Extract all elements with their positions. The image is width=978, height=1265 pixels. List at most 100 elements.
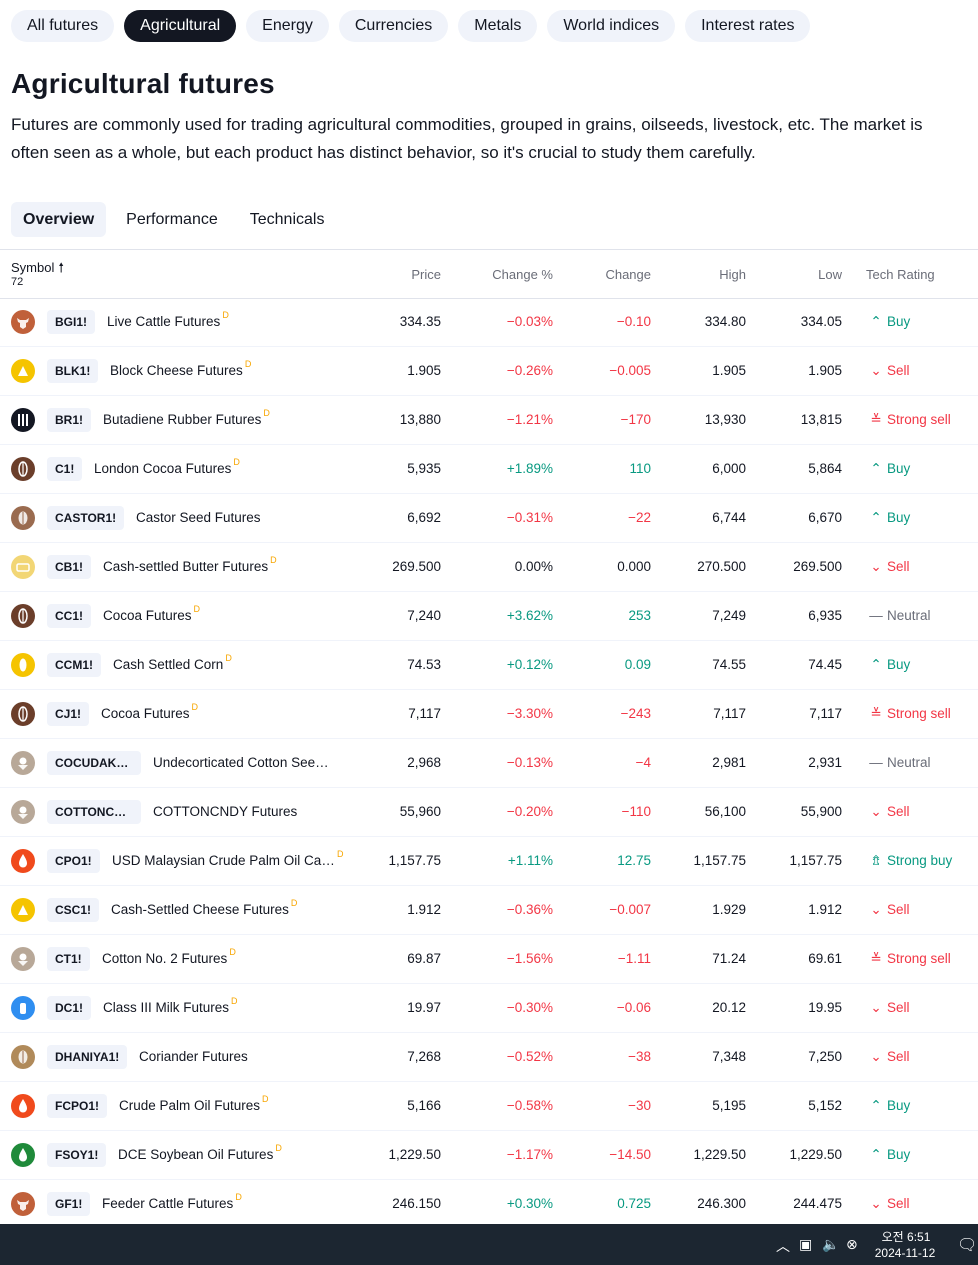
table-row[interactable]: C1! London Cocoa Futures D 5,935 +1.89% 110 6,… (0, 445, 978, 494)
instrument-name-cell[interactable]: London Cocoa Futures D (94, 445, 240, 493)
cell-high: 2,981 (712, 755, 746, 770)
instrument-name-cell[interactable]: COTTONCNDY Futures (153, 788, 297, 836)
ticker-badge[interactable]: CT1! (47, 947, 90, 971)
cell-change: −110 (621, 804, 651, 819)
chip-energy[interactable]: Energy (246, 10, 329, 42)
ticker-badge[interactable]: CB1! (47, 555, 92, 579)
instrument-name-cell[interactable]: Feeder Cattle Futures D (102, 1180, 242, 1228)
close-circle-icon[interactable]: ⊗ (846, 1236, 858, 1252)
cell-change-pct: 0.00% (514, 559, 553, 574)
chip-currencies[interactable]: Currencies (338, 10, 449, 42)
tab-overview[interactable]: Overview (11, 202, 107, 237)
ticker-badge[interactable]: DC1! (47, 996, 92, 1020)
instrument-name-cell[interactable]: Butadiene Rubber Futures D (103, 396, 270, 444)
ticker-badge[interactable]: COCUDAKL1! (47, 751, 141, 775)
taskbar-date[interactable]: 2024-11-12 (874, 1246, 936, 1260)
cell-low: 5,152 (808, 1098, 842, 1113)
cell-change: −4 (635, 755, 651, 770)
notification-icon[interactable]: 🗨 (957, 1237, 978, 1254)
ticker-badge[interactable]: FCPO1! (47, 1094, 108, 1118)
ticker-badge[interactable]: COTTONCND... (47, 800, 141, 824)
column-header-change-pct[interactable]: Change % (492, 267, 553, 282)
instrument-name-cell[interactable]: Block Cheese Futures D (110, 347, 251, 395)
table-row[interactable]: CPO1! USD Malaysian Crude Palm Oil Cal...… (0, 837, 978, 886)
table-row[interactable]: CASTOR1! Castor Seed Futures 6,692 −0.31% −2… (0, 494, 978, 543)
column-header-symbol[interactable]: Symbol 🠕 (11, 260, 64, 275)
ticker-badge[interactable]: CPO1! (47, 849, 100, 873)
chip-interest-rates[interactable]: Interest rates (685, 10, 811, 42)
ticker-badge[interactable]: CC1! (47, 604, 92, 628)
cell-price: 74.53 (407, 657, 441, 672)
volume-icon[interactable]: 🔈 (822, 1236, 840, 1252)
instrument-name-cell[interactable]: Cotton No. 2 Futures D (102, 935, 236, 983)
table-row[interactable]: CB1! Cash-settled Butter Futures D 269.500 0… (0, 543, 978, 592)
table-row[interactable]: COCUDAKL1! Undecorticated Cotton Seed ...… (0, 739, 978, 788)
column-header-tech-rating[interactable]: Tech Rating (866, 267, 935, 282)
cell-change: −0.10 (616, 314, 651, 329)
instrument-name-cell[interactable]: Cash Settled Corn D (113, 641, 232, 689)
cell-change-pct: −0.52% (506, 1049, 553, 1064)
ticker-badge[interactable]: BGI1! (47, 310, 96, 334)
chip-all-futures[interactable]: All futures (11, 10, 115, 42)
instrument-name-cell[interactable]: DCE Soybean Oil Futures D (118, 1131, 282, 1179)
table-row[interactable]: DC1! Class III Milk Futures D 19.97 −0.30% −0… (0, 984, 978, 1033)
ticker-badge[interactable]: GF1! (47, 1192, 91, 1216)
ticker-badge[interactable]: CASTOR1! (47, 506, 125, 530)
instrument-name-cell[interactable]: Cash-Settled Cheese Futures D (111, 886, 297, 934)
tab-technicals[interactable]: Technicals (249, 211, 325, 228)
ticker-badge[interactable]: BR1! (47, 408, 92, 432)
cell-change: −0.005 (609, 363, 651, 378)
column-header-price[interactable]: Price (411, 267, 441, 282)
instrument-name-cell[interactable]: Live Cattle Futures D (107, 298, 229, 346)
instrument-name-cell[interactable]: Castor Seed Futures (136, 494, 261, 542)
instrument-name-cell[interactable]: Cocoa Futures D (101, 690, 198, 738)
table-row[interactable]: FCPO1! Crude Palm Oil Futures D 5,166 −0.58%… (0, 1082, 978, 1131)
chip-agricultural[interactable]: Agricultural (124, 10, 237, 42)
cattle-icon (11, 1192, 35, 1216)
tab-performance[interactable]: Performance (126, 211, 218, 228)
instrument-name-cell[interactable]: Coriander Futures (139, 1033, 248, 1081)
instrument-name-cell[interactable]: Crude Palm Oil Futures D (119, 1082, 269, 1130)
rating-label: Sell (887, 1196, 910, 1211)
table-row[interactable]: BR1! Butadiene Rubber Futures D 13,880 −1.21… (0, 396, 978, 445)
table-row[interactable]: COTTONCND... COTTONCNDY Futures 55,960 −0.2… (0, 788, 978, 837)
instrument-name-cell[interactable]: Class III Milk Futures D (103, 984, 238, 1032)
table-row[interactable]: DHANIYA1! Coriander Futures 7,268 −0.52% −38… (0, 1033, 978, 1082)
ticker-badge[interactable]: C1! (47, 457, 83, 481)
ticker-badge[interactable]: CSC1! (47, 898, 100, 922)
ticker-badge[interactable]: FSOY1! (47, 1143, 107, 1167)
table-row[interactable]: CCM1! Cash Settled Corn D 74.53 +0.12% 0.09 74… (0, 641, 978, 690)
instrument-name-cell[interactable]: Undecorticated Cotton Seed ... (153, 739, 335, 787)
ticker-badge[interactable]: CCM1! (47, 653, 101, 677)
cocoa-icon (11, 702, 35, 726)
table-row[interactable]: BLK1! Block Cheese Futures D 1.905 −0.26% −0.… (0, 347, 978, 396)
ticker-badge[interactable]: BLK1! (47, 359, 99, 383)
chevron-up-icon[interactable]: ︿ (776, 1238, 790, 1254)
cell-low: 74.45 (808, 657, 842, 672)
ticker-badge[interactable]: CJ1! (47, 702, 90, 726)
chip-world-indices[interactable]: World indices (547, 10, 676, 42)
table-row[interactable]: CJ1! Cocoa Futures D 7,117 −3.30% −243 7,117 7,… (0, 690, 978, 739)
cell-low: 2,931 (808, 755, 842, 770)
instrument-name-cell[interactable]: USD Malaysian Crude Palm Oil Cal... D (112, 837, 344, 885)
column-header-change[interactable]: Change (605, 267, 651, 282)
column-header-low[interactable]: Low (818, 267, 842, 282)
network-icon[interactable]: ▣ (799, 1236, 813, 1252)
taskbar-time[interactable]: 오전 6:51 (881, 1230, 931, 1244)
table-row[interactable]: BGI1! Live Cattle Futures D 334.35 −0.03% −0.… (0, 298, 978, 347)
table-row[interactable]: FSOY1! DCE Soybean Oil Futures D 1,229.50 −1… (0, 1131, 978, 1180)
chip-metals[interactable]: Metals (458, 10, 538, 42)
instrument-name-cell[interactable]: Cocoa Futures D (103, 592, 200, 640)
cell-change: −0.06 (616, 1000, 651, 1015)
table-row[interactable]: CSC1! Cash-Settled Cheese Futures D 1.912 −0… (0, 886, 978, 935)
table-row[interactable]: GF1! Feeder Cattle Futures D 246.150 +0.30% 0… (0, 1180, 978, 1229)
ticker-badge[interactable]: DHANIYA1! (47, 1045, 128, 1069)
page-description: Futures are commonly used for trading ag… (11, 115, 923, 162)
table-row[interactable]: CT1! Cotton No. 2 Futures D 69.87 −1.56% −1.1… (0, 935, 978, 984)
cell-low: 1.912 (808, 902, 842, 917)
column-header-high[interactable]: High (719, 267, 746, 282)
instrument-name-cell[interactable]: Cash-settled Butter Futures D (103, 543, 277, 591)
table-row[interactable]: CC1! Cocoa Futures D 7,240 +3.62% 253 7,249 6,9… (0, 592, 978, 641)
cell-change: −30 (628, 1098, 651, 1113)
cell-low: 55,900 (800, 804, 842, 819)
